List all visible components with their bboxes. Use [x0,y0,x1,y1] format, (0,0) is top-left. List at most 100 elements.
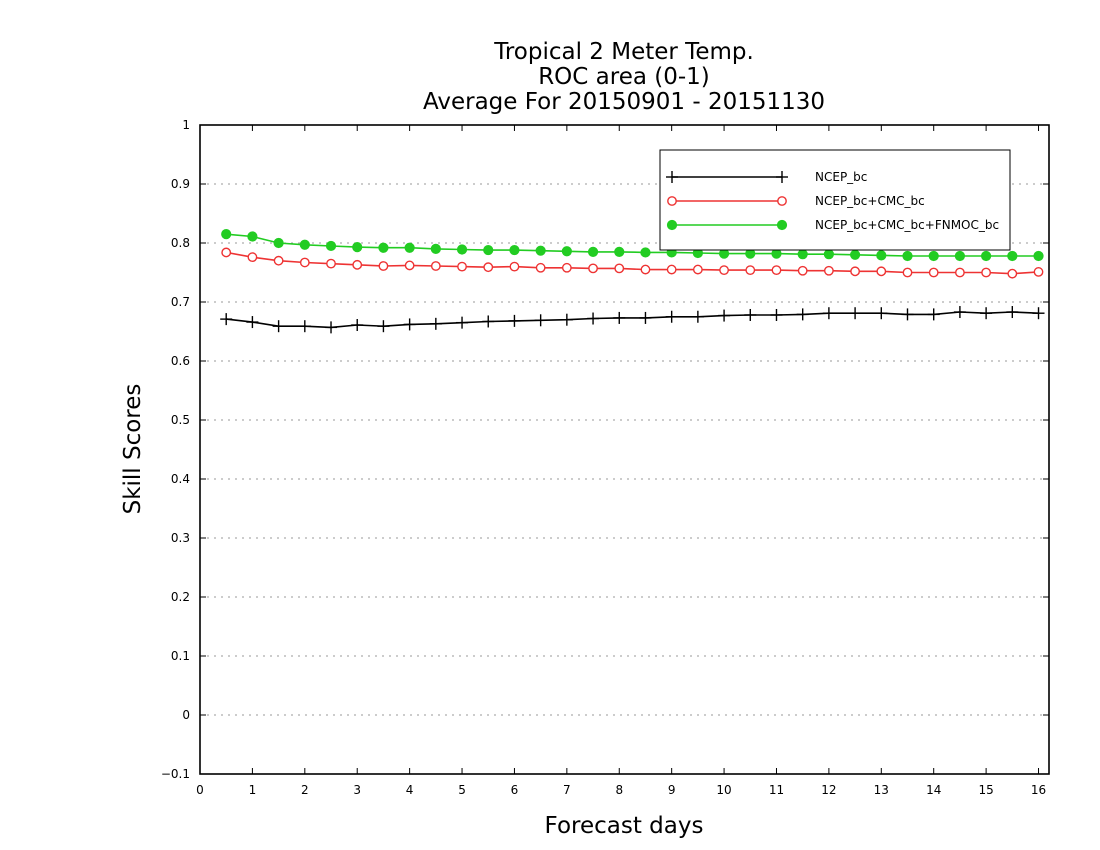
data-point [326,258,336,269]
data-point [876,250,887,261]
data-point [640,247,651,258]
x-tick-label: 12 [821,783,836,797]
data-point [639,311,652,324]
y-axis-label: Skill Scores [120,384,146,515]
x-tick-label: 15 [978,783,993,797]
data-point [955,267,965,278]
plot-frame [199,124,1050,775]
data-point [691,310,704,323]
data-point [221,247,232,258]
data-point [247,231,258,242]
legend-marker [776,219,788,231]
y-tick-label: 0.8 [171,236,190,250]
y-tick-label: 0.6 [171,354,190,368]
data-point [404,242,415,253]
data-point [509,244,520,256]
data-point [482,315,495,328]
data-point [876,266,887,277]
title-line-2: ROC area (0-1) [538,64,710,90]
data-point [901,308,914,321]
data-point [797,249,808,260]
x-tick-label: 11 [769,783,784,797]
y-tick-label: 0.1 [171,649,190,663]
data-point [246,316,259,329]
legend-label: NCEP_bc+CMC_bc [815,194,925,208]
data-point [561,262,572,273]
data-point [352,242,363,253]
data-point [430,243,441,254]
x-axis-label: Forecast days [545,813,704,839]
data-point [771,265,782,276]
legend-marker [666,171,678,183]
data-point [220,313,233,326]
data-point [745,265,756,276]
legend-marker [777,196,787,206]
legend-marker [666,219,678,231]
data-point [298,320,311,333]
data-point [508,314,521,327]
data-point [534,314,547,327]
data-point [272,320,285,333]
data-point [614,246,625,257]
data-point [430,261,441,271]
legend-item: NCEP_bc+CMC_bc [667,194,925,208]
y-tick-label: 0.9 [171,177,190,191]
data-point [273,255,284,266]
data-point [719,265,729,276]
x-tick-label: 13 [874,783,889,797]
data-point [535,262,546,273]
data-point [561,246,572,257]
title-line-3: Average For 20150901 - 20151130 [423,89,825,115]
data-point [377,320,390,333]
data-point [744,308,757,321]
data-point [1032,307,1045,320]
y-tick-label: 0.2 [171,590,190,604]
y-tick-label: 0.7 [171,295,190,309]
data-point [823,265,834,276]
data-point [483,262,494,273]
series-1 [220,306,1045,334]
data-point [456,244,468,255]
data-point [928,250,939,262]
data-point [822,307,835,320]
data-point [614,263,625,274]
legend-box [659,149,1011,251]
data-point [1007,268,1018,279]
data-point [587,246,599,257]
data-point [509,261,520,272]
data-point [666,264,677,275]
data-point [692,264,703,275]
legend-marker [776,171,788,183]
series-layer [220,229,1045,334]
data-point [796,308,809,321]
x-tick-label: 10 [716,783,731,797]
series-2 [221,247,1044,279]
x-tick-label: 6 [511,783,519,797]
data-point [247,252,258,263]
data-point [954,250,966,262]
data-point [378,242,389,253]
data-point [902,267,913,278]
data-point [981,267,992,278]
data-point [797,265,808,276]
legend-marker [667,196,677,206]
data-point [1006,306,1019,319]
data-point [429,317,442,330]
data-point [587,312,600,325]
data-point [849,249,861,260]
y-tick-label: 1 [182,118,190,132]
x-tick-label: 8 [615,783,623,797]
data-point [1033,267,1044,277]
data-point [273,237,284,249]
data-point [457,261,467,272]
data-point [718,309,731,322]
x-tick-label: 9 [668,783,676,797]
data-point [613,311,626,324]
x-tick-label: 5 [458,783,466,797]
data-point [927,308,940,321]
x-tick-label: 14 [926,783,941,797]
data-point [299,257,310,268]
y-tick-label: 0.3 [171,531,190,545]
data-point [928,267,939,278]
